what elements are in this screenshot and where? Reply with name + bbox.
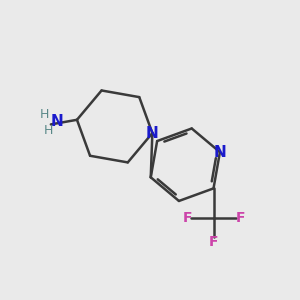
- Text: N: N: [214, 145, 226, 160]
- Text: F: F: [182, 211, 192, 225]
- Text: F: F: [235, 211, 245, 225]
- Text: N: N: [51, 114, 64, 129]
- Text: H: H: [40, 109, 49, 122]
- Text: N: N: [146, 126, 159, 141]
- Text: H: H: [44, 124, 53, 137]
- Text: F: F: [209, 235, 218, 249]
